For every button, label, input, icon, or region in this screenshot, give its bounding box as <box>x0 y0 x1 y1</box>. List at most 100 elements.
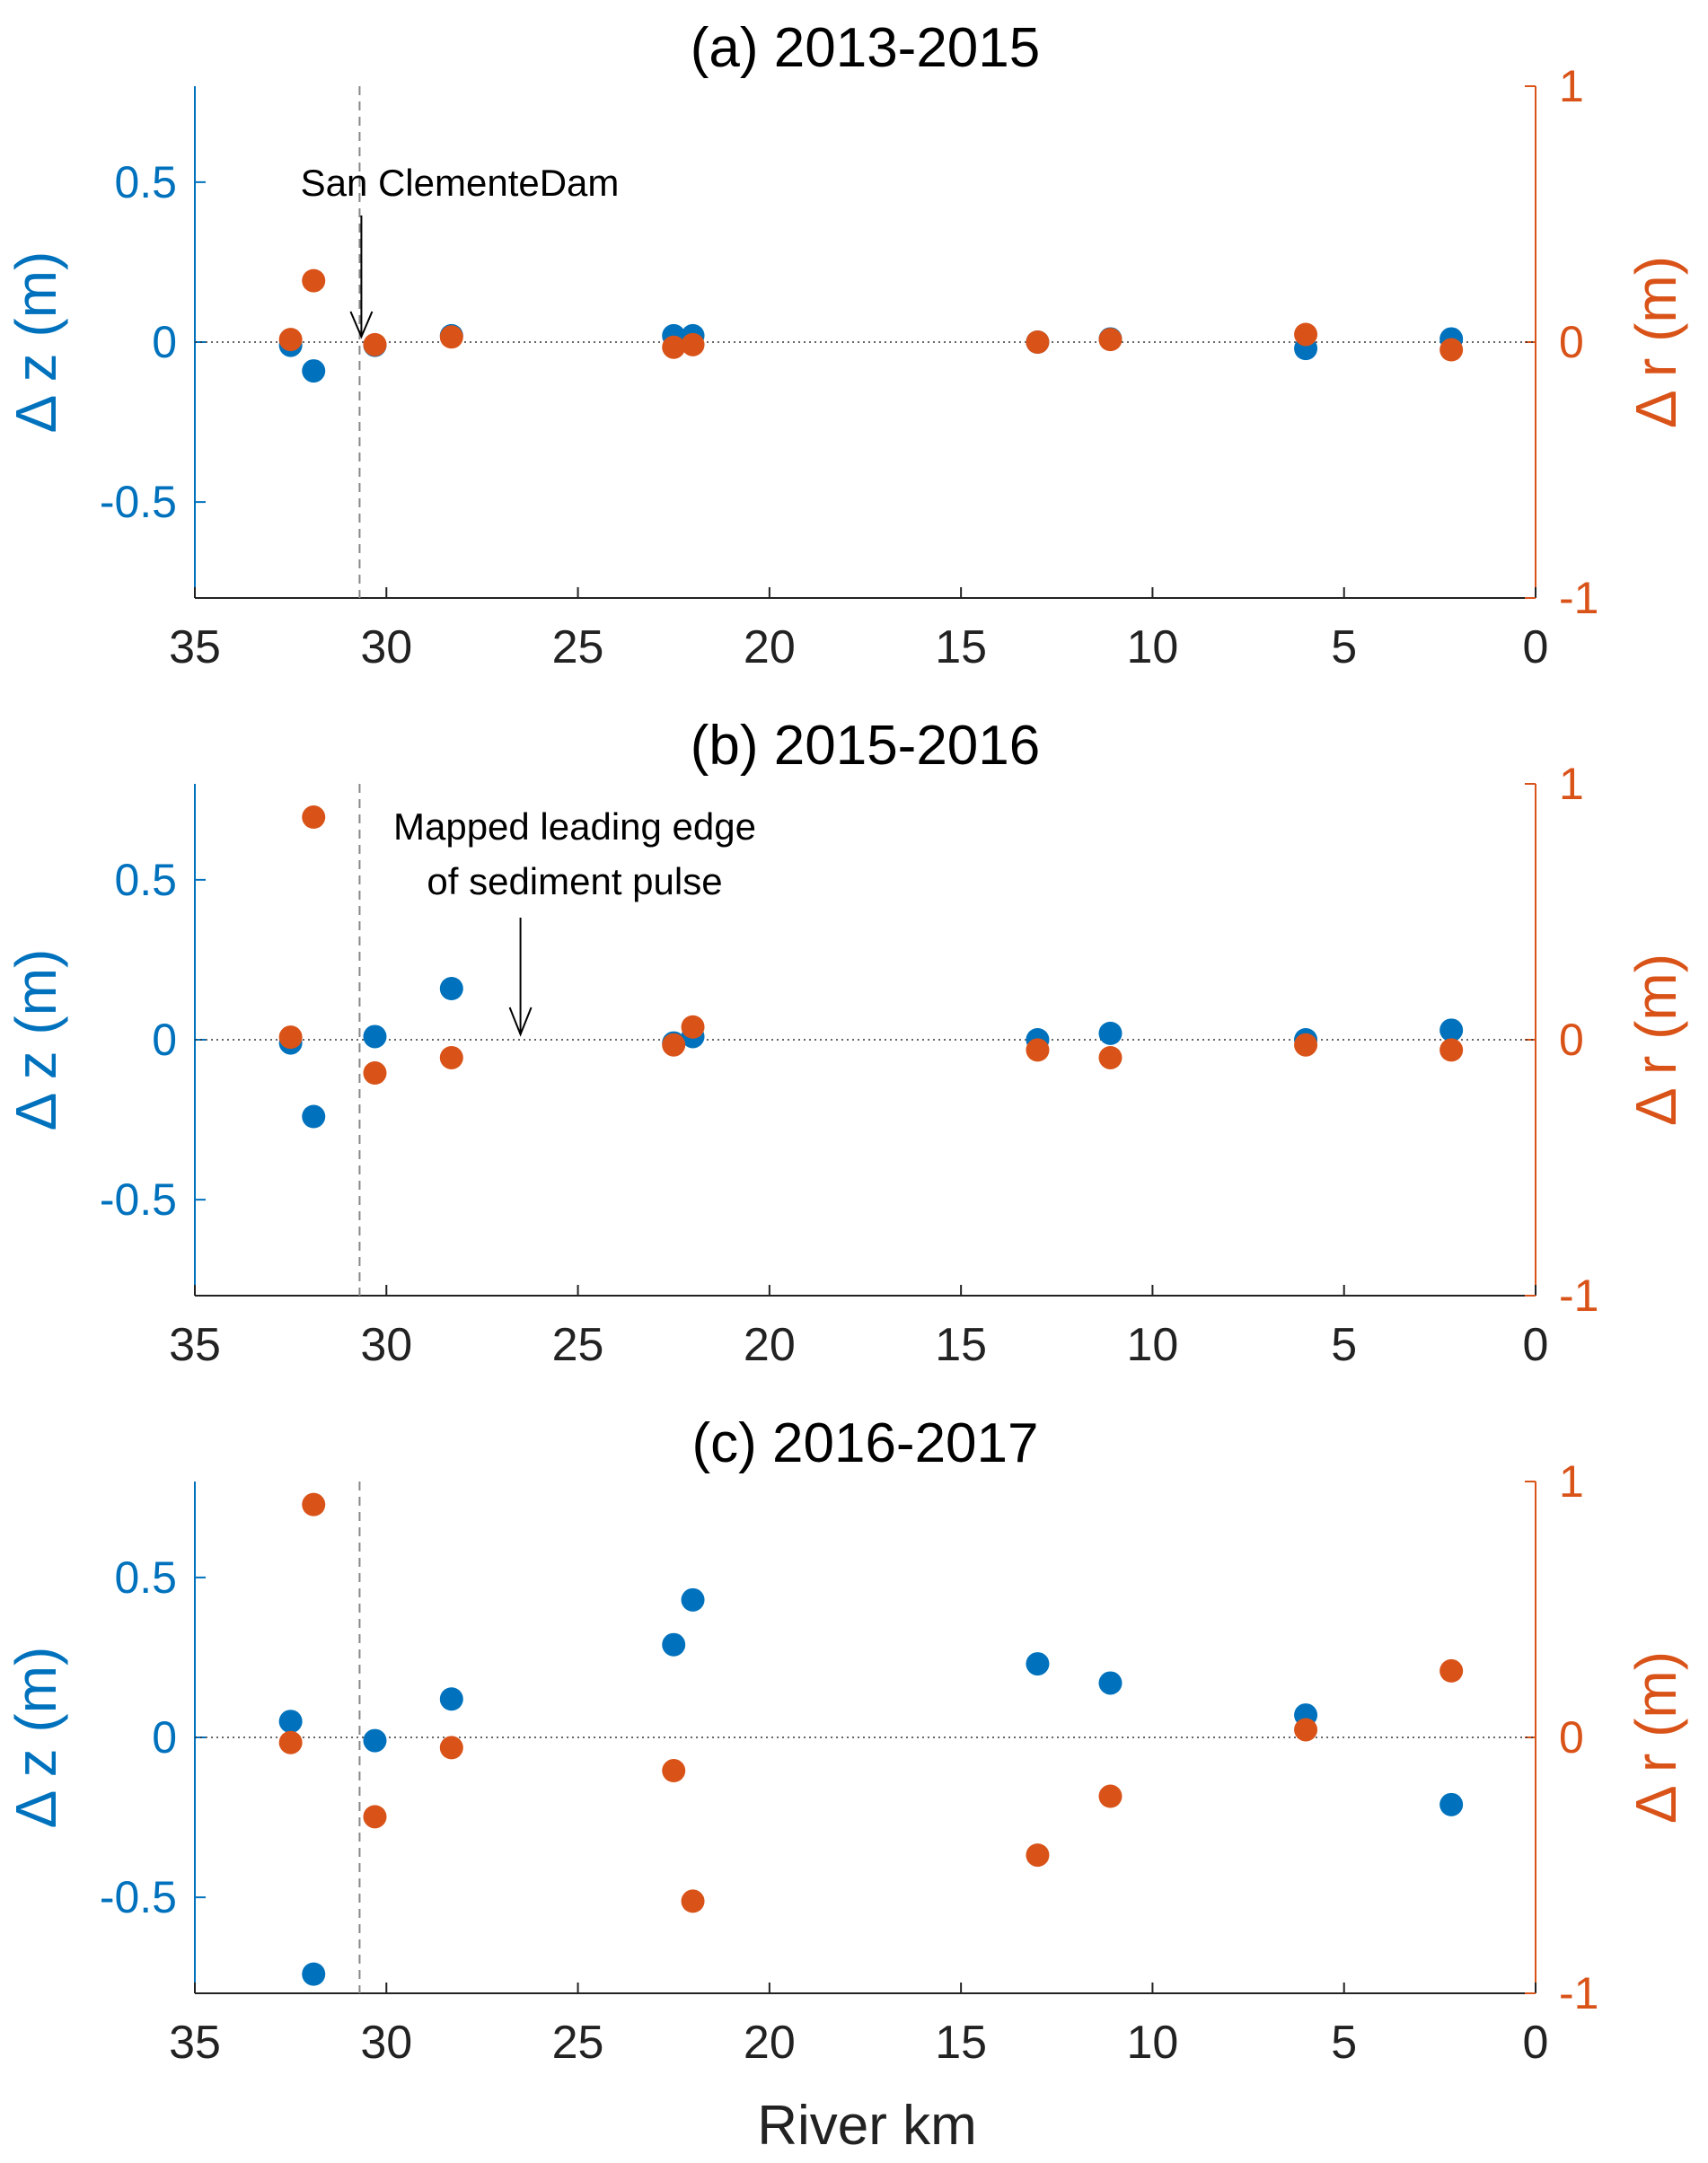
left-y-tick-label: -0.5 <box>100 1872 177 1922</box>
dr-point <box>1098 1045 1123 1069</box>
dr-point <box>1439 1038 1464 1062</box>
dz-point <box>302 359 326 383</box>
left-y-tick-label: 0.5 <box>114 157 177 207</box>
x-tick-label: 20 <box>744 2017 796 2069</box>
dr-point <box>439 325 463 349</box>
dr-point <box>1294 1718 1318 1742</box>
x-tick-label: 10 <box>1127 621 1179 673</box>
right-y-tick-label: 1 <box>1559 1456 1584 1507</box>
x-tick-label: 5 <box>1331 1319 1357 1371</box>
dr-point <box>1439 1658 1464 1683</box>
dz-point <box>363 1728 387 1753</box>
x-tick-label: 15 <box>935 1319 987 1371</box>
dr-point <box>439 1045 463 1069</box>
annotation-text-line-1: Mapped leading edge <box>393 805 756 848</box>
right-y-tick-label: -1 <box>1559 1271 1598 1321</box>
dz-point <box>302 1104 326 1129</box>
left-y-tick-label: 0 <box>152 1712 177 1763</box>
dr-point <box>302 805 326 830</box>
dz-point <box>1098 1671 1123 1695</box>
dr-point <box>681 1889 705 1913</box>
left-y-axis-label: Δ z (m) <box>4 949 68 1131</box>
right-y-axis-label: Δ r (m) <box>1624 256 1688 428</box>
dz-point <box>363 1024 387 1049</box>
x-tick-label: 30 <box>360 1319 412 1371</box>
annotation-arrowhead <box>349 311 374 339</box>
x-tick-label: 5 <box>1331 2017 1357 2069</box>
left-y-tick-label: 0 <box>152 317 177 367</box>
left-y-axis-label: Δ z (m) <box>4 251 68 434</box>
right-y-tick-label: -1 <box>1559 573 1598 623</box>
x-tick-label: 25 <box>552 621 604 673</box>
x-tick-label: 30 <box>360 621 412 673</box>
left-y-tick-label: 0.5 <box>114 1552 177 1603</box>
x-tick-label: 0 <box>1523 1319 1549 1371</box>
x-tick-label: 20 <box>744 621 796 673</box>
dr-point <box>278 1730 303 1754</box>
dr-point <box>439 1736 463 1760</box>
annotation-arrowhead <box>508 1007 533 1037</box>
dz-point <box>439 1687 463 1711</box>
x-tick-label: 10 <box>1127 1319 1179 1371</box>
dr-point <box>1098 1784 1123 1808</box>
annotation: Mapped leading edge of sediment pulse <box>393 805 756 1037</box>
panel-title: (c) 2016-2017 <box>691 1412 1038 1474</box>
dr-point <box>662 335 686 359</box>
dr-point <box>278 1025 303 1050</box>
left-y-tick-label: 0.5 <box>114 855 177 905</box>
dz-point <box>1026 1652 1050 1676</box>
dz-point <box>439 977 463 1000</box>
dz-point <box>1098 1021 1123 1045</box>
x-tick-label: 5 <box>1331 621 1357 673</box>
annotation-text: San ClementeDam <box>301 162 620 204</box>
dz-point <box>302 1962 326 1986</box>
left-y-tick-label: -0.5 <box>100 477 177 527</box>
dr-point <box>302 268 326 293</box>
x-tick-label: 25 <box>552 2017 604 2069</box>
dr-point <box>1294 1033 1318 1057</box>
dr-point <box>363 332 387 356</box>
x-tick-label: 35 <box>169 1319 221 1371</box>
left-y-axis-label: Δ z (m) <box>4 1647 68 1829</box>
right-y-tick-label: 0 <box>1559 1712 1584 1763</box>
dr-point <box>1026 1038 1050 1062</box>
dr-point <box>1294 322 1318 347</box>
x-tick-label: 35 <box>169 621 221 673</box>
dr-point <box>662 1033 686 1057</box>
dr-point <box>681 332 705 356</box>
x-tick-label: 15 <box>935 2017 987 2069</box>
right-y-tick-label: -1 <box>1559 1968 1598 2018</box>
dr-point <box>302 1492 326 1517</box>
dz-point <box>662 1632 686 1657</box>
right-y-tick-label: 0 <box>1559 317 1584 367</box>
right-y-tick-label: 0 <box>1559 1015 1584 1065</box>
x-axis-label: River km <box>757 2095 977 2157</box>
panel-title: (a) 2013-2015 <box>691 17 1041 79</box>
right-y-axis-label: Δ r (m) <box>1624 1651 1688 1824</box>
dr-point <box>662 1759 686 1783</box>
dz-point <box>1439 1018 1464 1042</box>
annotation-text-line-2: of sediment pulse <box>427 860 722 902</box>
dr-point <box>1098 328 1123 352</box>
dr-point <box>681 1015 705 1039</box>
dr-point <box>1439 338 1464 362</box>
panel-title: (b) 2015-2016 <box>691 715 1041 777</box>
dr-point <box>1026 330 1050 354</box>
right-y-axis-label: Δ r (m) <box>1624 954 1688 1126</box>
dr-point <box>278 328 303 352</box>
x-tick-label: 35 <box>169 2017 221 2069</box>
dr-point <box>363 1805 387 1829</box>
x-tick-label: 30 <box>360 2017 412 2069</box>
right-y-tick-label: 1 <box>1559 759 1584 809</box>
dr-point <box>1026 1843 1050 1868</box>
annotation: San ClementeDam <box>301 162 620 339</box>
x-tick-label: 0 <box>1523 2017 1549 2069</box>
x-tick-label: 0 <box>1523 621 1549 673</box>
dr-point <box>363 1061 387 1086</box>
dz-point <box>681 1587 705 1612</box>
x-tick-label: 25 <box>552 1319 604 1371</box>
